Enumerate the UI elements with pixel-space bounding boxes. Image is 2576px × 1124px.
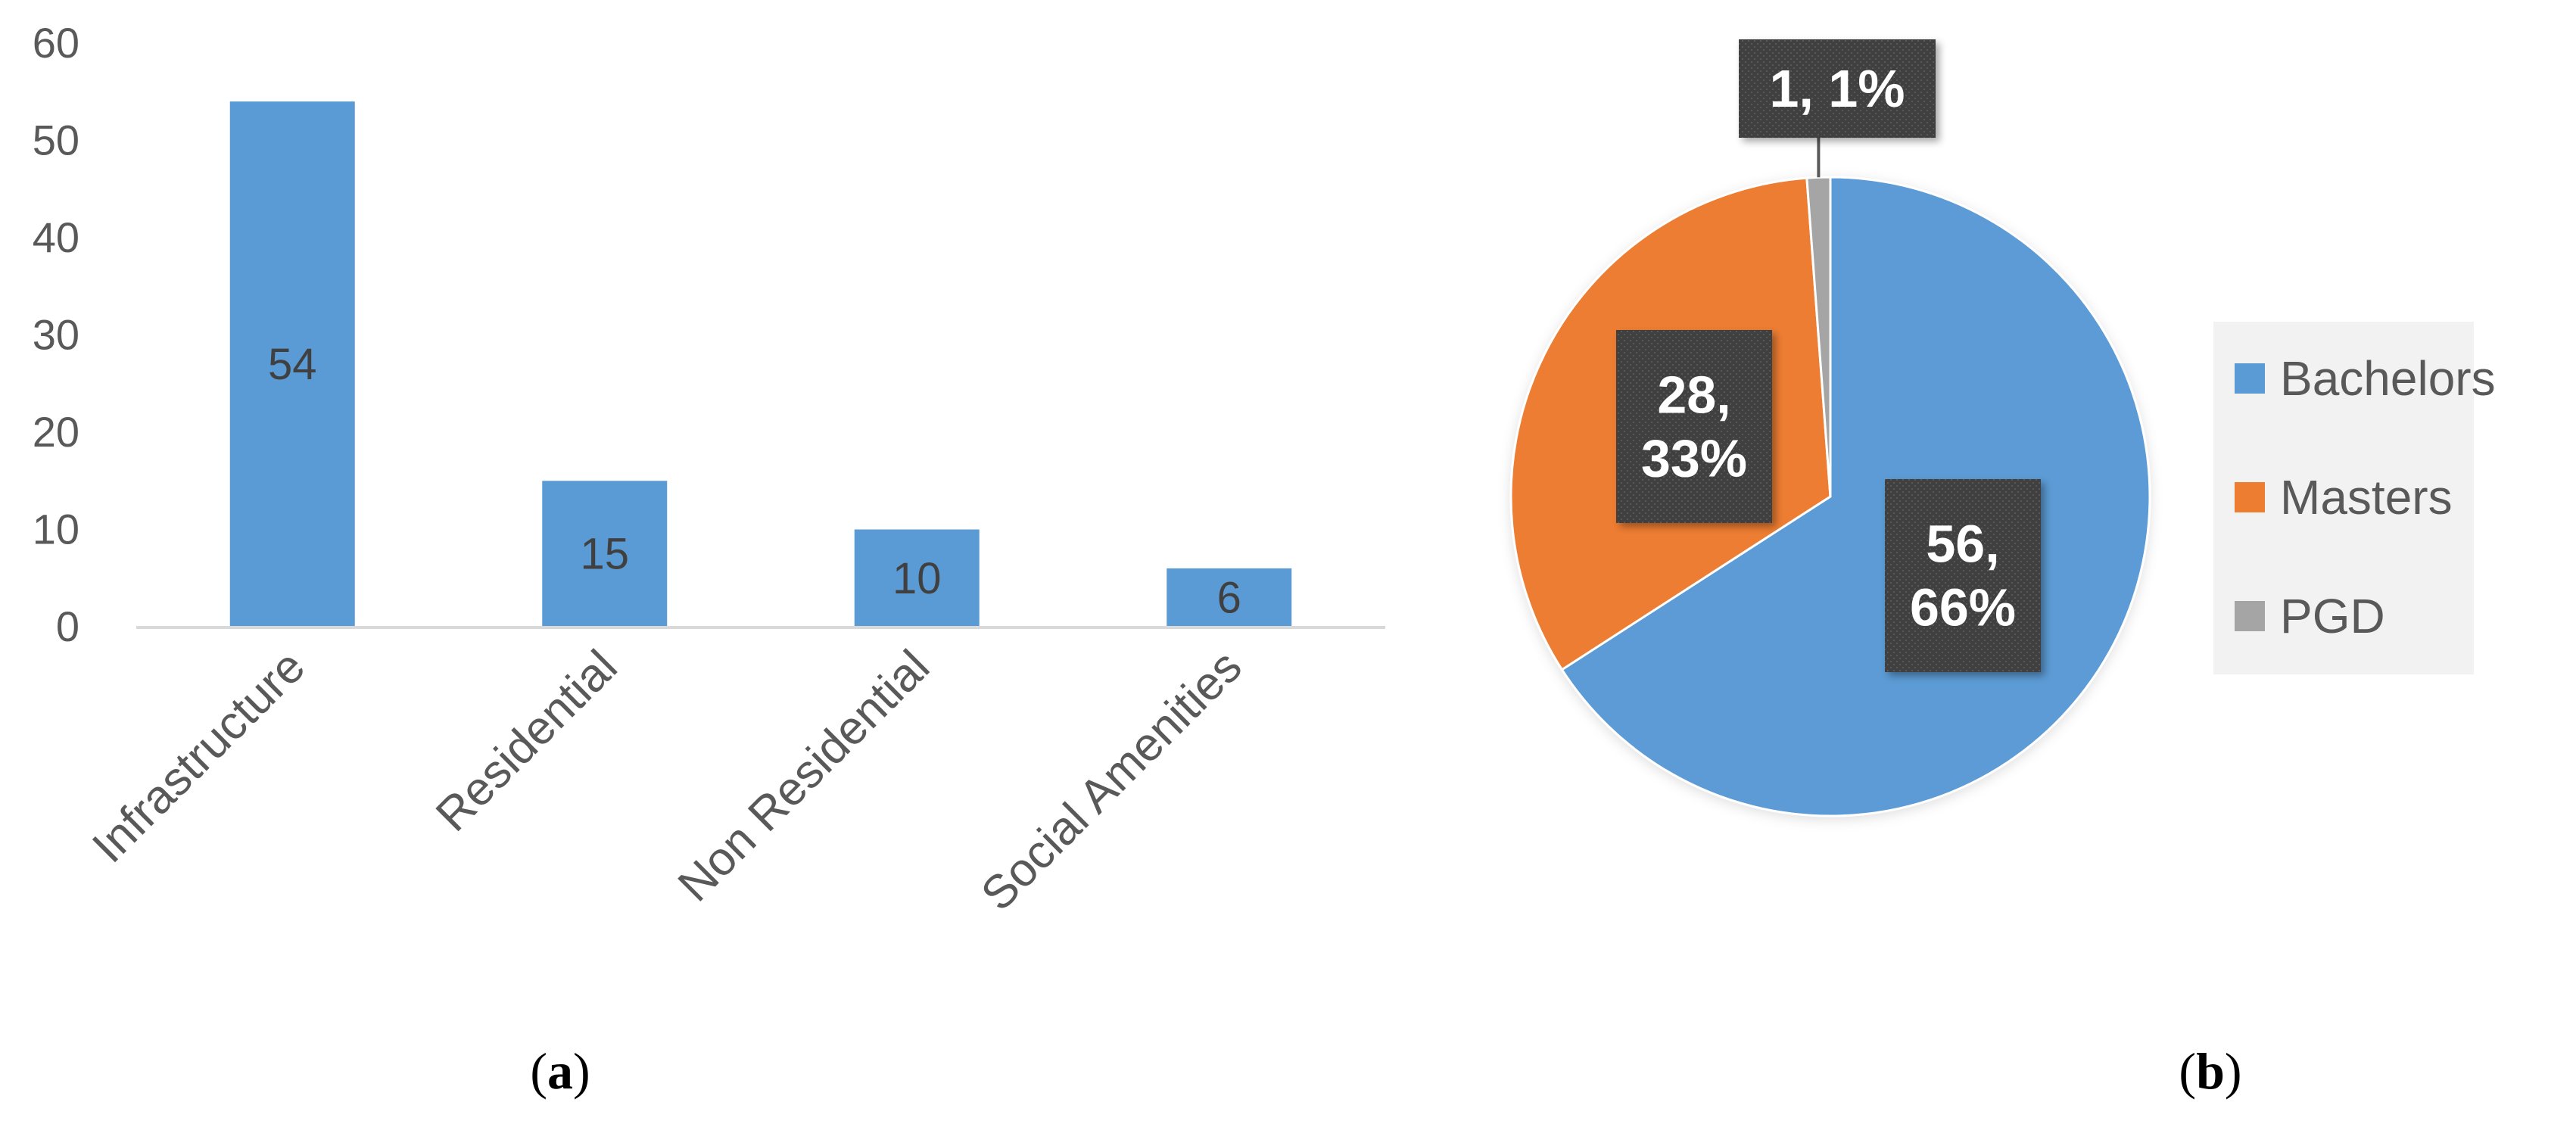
pie-data-label-text: 28,: [1657, 366, 1730, 425]
panel-label-a: (a): [530, 1042, 590, 1100]
pie-data-label-text: 66%: [1910, 578, 2016, 637]
bar: [854, 529, 980, 627]
bar: [229, 101, 355, 627]
legend: Bachelors Masters PGD: [2213, 322, 2496, 674]
y-tick-label: 0: [56, 602, 79, 650]
y-tick-label: 10: [33, 506, 79, 553]
pie-data-label-text: 56,: [1926, 515, 1999, 574]
bar-data-label: 6: [1217, 573, 1241, 622]
pie-slices: [1509, 176, 2151, 817]
x-category-label: Social Amenities: [971, 640, 1251, 920]
legend-label: Bachelors: [2280, 351, 2496, 406]
pie-data-label-box: [1739, 39, 1936, 138]
bar: [1167, 568, 1292, 627]
pie-data-label-box: [1885, 479, 2041, 672]
pie-data-label-box: [1616, 330, 1772, 523]
bar-data-label: 10: [892, 554, 942, 603]
x-category-label: Non Residential: [668, 640, 939, 911]
x-category-label: Infrastructure: [83, 640, 315, 873]
pie-data-label-text: 33%: [1641, 429, 1747, 488]
y-tick-label: 20: [33, 408, 79, 456]
pie-chart: 56,66% 28,33% 1, 1% Bachelors Masters PGD: [1509, 39, 2496, 817]
bar-data-label: 54: [268, 340, 317, 389]
x-category-label: Residential: [426, 640, 628, 842]
bar: [542, 481, 668, 627]
legend-label: Masters: [2280, 470, 2453, 525]
panel-label-b: (b): [2179, 1042, 2241, 1100]
y-tick-label: 60: [33, 19, 79, 67]
legend-swatch: [2235, 482, 2265, 512]
pie-data-label: 28,33%: [1616, 330, 1772, 523]
pie-data-label-text: 1, 1%: [1770, 59, 1905, 118]
legend-swatch: [2235, 601, 2265, 631]
y-tick-label: 40: [33, 213, 79, 261]
y-tick-label: 50: [33, 117, 79, 164]
y-tick-label: 30: [33, 311, 79, 359]
bar-data-label: 15: [580, 530, 629, 579]
pie-data-label: 56,66%: [1885, 479, 2041, 672]
legend-swatch: [2235, 363, 2265, 394]
bar-chart: 0 10 20 30 40 50 60 54 Infrastructure 15 Residenti…: [33, 19, 1385, 921]
legend-label: PGD: [2280, 589, 2385, 643]
pie-data-label: 1, 1%: [1739, 39, 1936, 138]
